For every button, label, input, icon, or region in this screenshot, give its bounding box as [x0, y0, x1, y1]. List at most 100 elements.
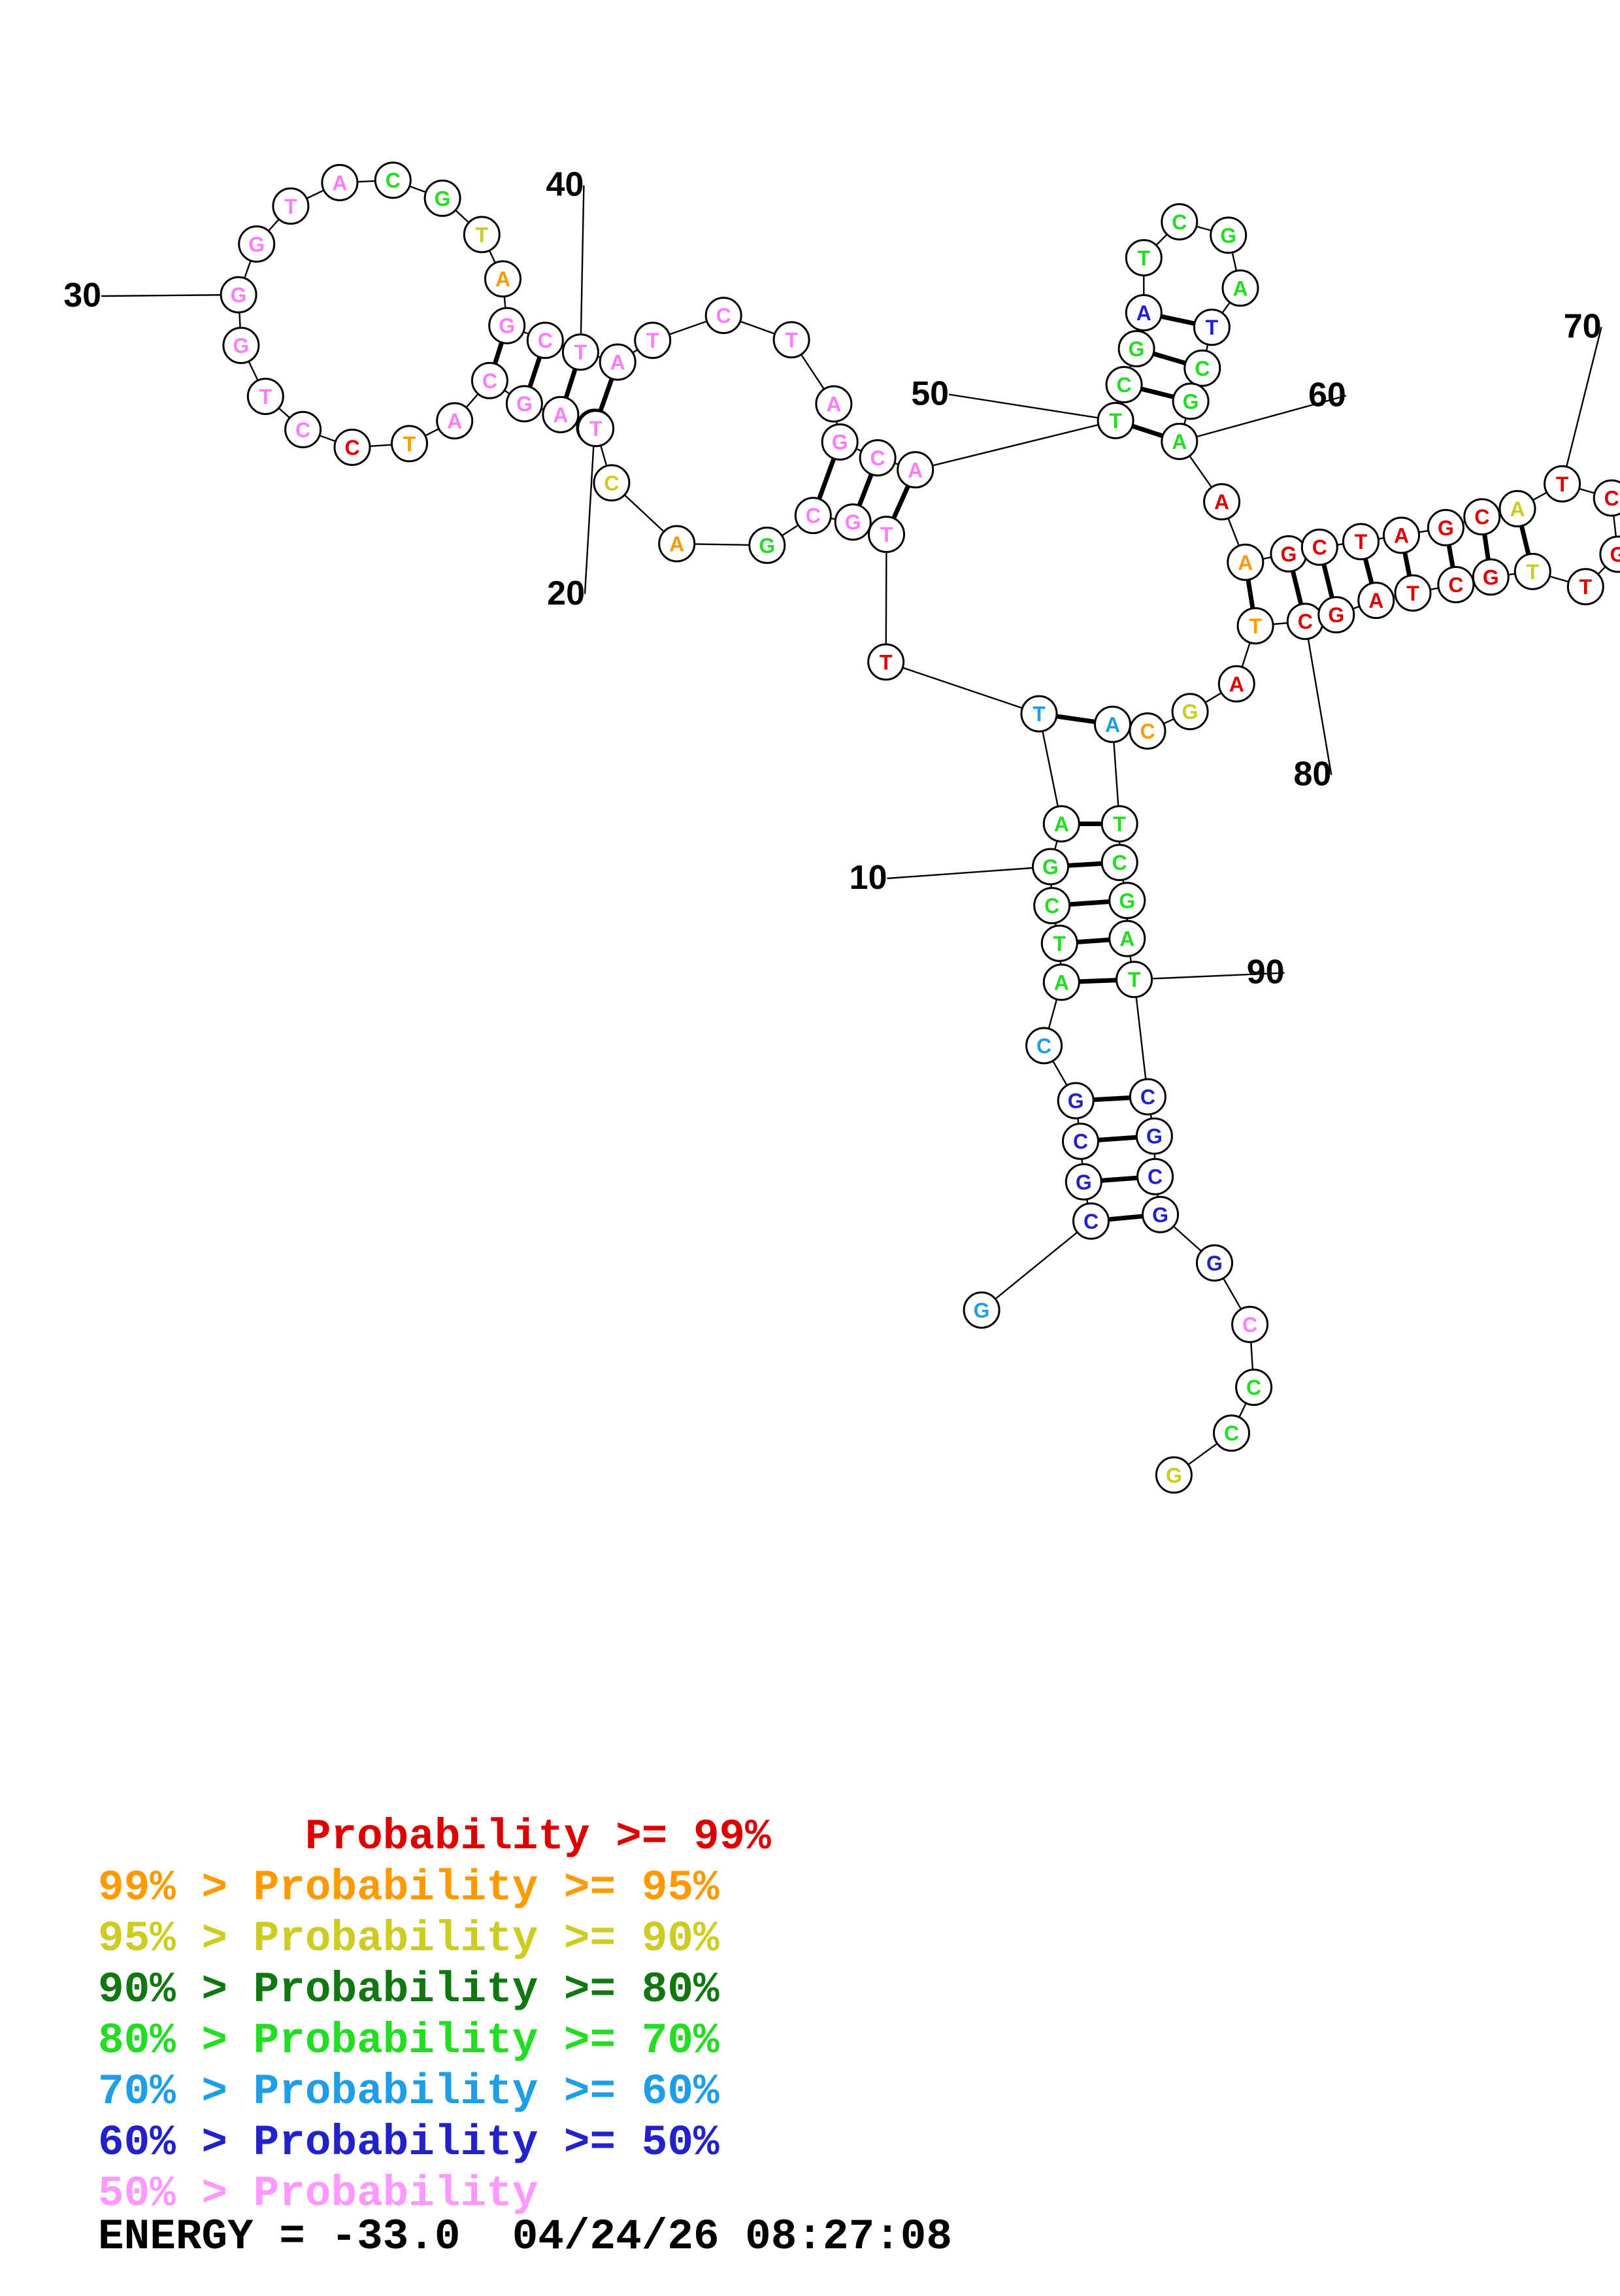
svg-text:G: G	[516, 392, 533, 416]
svg-text:A: A	[1368, 589, 1383, 612]
svg-text:C: C	[344, 436, 359, 459]
svg-text:90: 90	[1247, 954, 1285, 991]
svg-text:T: T	[1556, 473, 1569, 496]
svg-text:C: C	[604, 471, 619, 495]
svg-text:G: G	[759, 534, 775, 557]
svg-text:G: G	[1042, 856, 1059, 879]
svg-text:70: 70	[1564, 307, 1602, 345]
svg-text:C: C	[1073, 1130, 1088, 1154]
svg-text:G: G	[1183, 390, 1199, 413]
svg-text:A: A	[1232, 276, 1248, 300]
svg-text:C: C	[1140, 720, 1155, 743]
svg-text:G: G	[1220, 224, 1236, 247]
svg-text:ENERGY = -33.0 04/24/26 08:27: ENERGY = -33.0 04/24/26 08:27:08	[98, 2212, 952, 2261]
svg-text:T: T	[1249, 614, 1262, 638]
svg-text:T: T	[1527, 560, 1540, 584]
svg-text:C: C	[538, 329, 553, 352]
svg-text:A: A	[1119, 927, 1134, 951]
svg-text:T: T	[574, 341, 587, 364]
svg-text:C: C	[386, 169, 401, 192]
svg-text:G: G	[1483, 565, 1499, 589]
svg-text:G: G	[832, 431, 848, 454]
svg-text:C: C	[1044, 894, 1059, 918]
svg-text:T: T	[1053, 932, 1066, 956]
svg-text:T: T	[1033, 703, 1046, 726]
svg-text:T: T	[1113, 812, 1126, 836]
svg-text:60% > Probability >= 50%: 60% > Probability >= 50%	[98, 2118, 719, 2167]
svg-text:C: C	[482, 369, 497, 393]
svg-text:C: C	[1224, 1422, 1239, 1445]
svg-text:T: T	[589, 417, 603, 441]
svg-text:A: A	[332, 171, 347, 195]
svg-text:A: A	[447, 409, 462, 433]
svg-text:G: G	[1328, 603, 1344, 627]
svg-text:T: T	[880, 523, 893, 546]
svg-text:G: G	[233, 334, 249, 358]
svg-text:G: G	[1146, 1125, 1163, 1148]
svg-text:T: T	[1109, 409, 1122, 433]
svg-text:C: C	[1112, 851, 1127, 874]
svg-text:G: G	[1206, 1252, 1223, 1275]
svg-text:T: T	[1579, 575, 1593, 599]
svg-text:T: T	[1206, 316, 1219, 339]
svg-text:A: A	[610, 351, 625, 374]
svg-text:90% > Probability >= 80%: 90% > Probability >= 80%	[98, 1965, 719, 2014]
svg-text:G: G	[499, 314, 515, 338]
svg-text:C: C	[806, 504, 821, 527]
svg-text:A: A	[1238, 551, 1253, 574]
svg-text:T: T	[1406, 582, 1419, 605]
svg-text:C: C	[1246, 1376, 1261, 1399]
svg-text:A: A	[1394, 524, 1409, 548]
svg-text:T: T	[284, 195, 297, 218]
svg-text:C: C	[1148, 1165, 1163, 1189]
svg-text:G: G	[1610, 543, 1620, 567]
svg-text:G: G	[1280, 542, 1297, 566]
svg-text:A: A	[1229, 673, 1244, 696]
svg-text:T: T	[1128, 968, 1141, 991]
svg-text:G: G	[1166, 1463, 1182, 1487]
svg-text:A: A	[826, 393, 841, 416]
svg-text:40: 40	[546, 166, 584, 204]
svg-text:C: C	[1474, 505, 1489, 529]
svg-text:T: T	[646, 329, 659, 352]
svg-text:A: A	[1172, 430, 1187, 454]
svg-text:A: A	[1214, 490, 1229, 514]
svg-text:G: G	[974, 1299, 990, 1322]
svg-text:T: T	[880, 650, 893, 674]
svg-text:Probability >= 99%: Probability >= 99%	[98, 1812, 771, 1861]
svg-text:C: C	[295, 418, 310, 442]
svg-text:70% > Probability >= 60%: 70% > Probability >= 60%	[98, 2067, 719, 2116]
svg-text:T: T	[259, 385, 273, 408]
svg-text:C: C	[1298, 610, 1313, 633]
svg-text:10: 10	[850, 859, 887, 897]
svg-text:C: C	[1140, 1086, 1155, 1109]
svg-text:95% > Probability >= 90%: 95% > Probability >= 90%	[98, 1914, 719, 1963]
svg-text:G: G	[1119, 889, 1135, 912]
svg-text:20: 20	[547, 574, 585, 612]
svg-text:G: G	[1076, 1171, 1092, 1194]
svg-text:C: C	[1117, 373, 1132, 397]
svg-text:80: 80	[1293, 756, 1331, 793]
svg-text:A: A	[1054, 971, 1069, 994]
svg-text:C: C	[716, 304, 731, 327]
svg-text:G: G	[1152, 1203, 1168, 1227]
svg-text:G: G	[1182, 700, 1198, 724]
svg-text:A: A	[1105, 713, 1120, 737]
svg-text:C: C	[1242, 1313, 1257, 1337]
svg-text:99% > Probability >= 95%: 99% > Probability >= 95%	[98, 1863, 719, 1912]
svg-text:50% > Probability: 50% > Probability	[98, 2169, 538, 2218]
svg-text:C: C	[1604, 487, 1619, 510]
svg-text:A: A	[1510, 497, 1525, 521]
svg-text:T: T	[1138, 246, 1151, 270]
svg-text:T: T	[1355, 530, 1368, 554]
svg-text:G: G	[1129, 337, 1145, 361]
svg-text:30: 30	[63, 276, 101, 314]
svg-text:A: A	[553, 403, 568, 427]
svg-text:C: C	[1195, 357, 1210, 380]
svg-text:C: C	[870, 446, 885, 470]
svg-text:T: T	[403, 432, 416, 456]
svg-text:80% > Probability >= 70%: 80% > Probability >= 70%	[98, 2016, 719, 2065]
svg-text:A: A	[1054, 812, 1069, 836]
svg-text:C: C	[1312, 536, 1327, 559]
svg-text:G: G	[248, 233, 265, 256]
